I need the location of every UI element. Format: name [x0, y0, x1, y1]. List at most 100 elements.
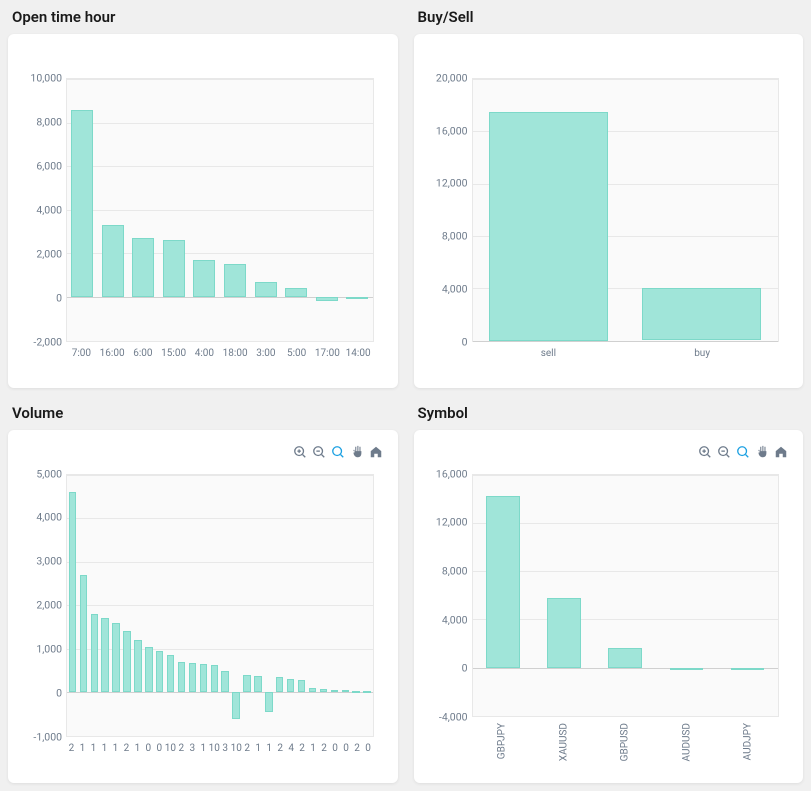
zoom-select-icon[interactable]	[330, 444, 346, 460]
bar[interactable]	[112, 623, 119, 693]
bar[interactable]	[265, 692, 272, 712]
gridline	[473, 341, 779, 342]
x-tick-label: 1	[102, 743, 108, 754]
bar[interactable]	[489, 112, 608, 341]
bar[interactable]	[486, 496, 520, 667]
bar[interactable]	[69, 492, 76, 692]
bar[interactable]	[91, 614, 98, 692]
bar[interactable]	[342, 690, 349, 692]
pan-icon[interactable]	[754, 444, 770, 460]
bar[interactable]	[316, 297, 338, 301]
x-tick-label: 0	[157, 743, 163, 754]
bar[interactable]	[80, 575, 87, 693]
y-tick-label: 20,000	[428, 72, 468, 85]
bar[interactable]	[254, 676, 261, 693]
x-tick-label: AUDJPY	[743, 723, 754, 760]
x-tick-label: sell	[541, 348, 556, 359]
plot-area	[66, 78, 374, 342]
y-tick-label: 4,000	[22, 203, 62, 216]
x-tick-label: 18:00	[223, 348, 248, 359]
bar[interactable]	[642, 288, 761, 340]
bar[interactable]	[731, 668, 765, 670]
bar[interactable]	[331, 690, 338, 693]
zoom-out-icon[interactable]	[716, 444, 732, 460]
bar[interactable]	[320, 689, 327, 692]
bar[interactable]	[352, 691, 359, 693]
x-tick-label: GBPUSD	[620, 723, 631, 761]
bar[interactable]	[200, 664, 207, 692]
gridline	[67, 123, 373, 124]
bar[interactable]	[145, 647, 152, 693]
bar[interactable]	[224, 264, 246, 297]
x-tick-label: 6:00	[133, 348, 152, 359]
bar[interactable]	[221, 671, 228, 693]
bar[interactable]	[608, 648, 642, 667]
x-tick-label: 2	[354, 743, 360, 754]
bar[interactable]	[255, 282, 277, 297]
x-tick-label: buy	[694, 348, 710, 359]
y-tick-label: 1,000	[22, 643, 62, 656]
panel-title: Symbol	[414, 404, 804, 422]
x-tick-label: 15:00	[161, 348, 186, 359]
gridline	[473, 716, 779, 717]
bar[interactable]	[178, 662, 185, 693]
y-tick-label: 8,000	[22, 115, 62, 128]
x-tick-label: 1	[80, 743, 86, 754]
y-tick-label: 10,000	[22, 72, 62, 85]
bar[interactable]	[670, 668, 704, 670]
x-tick-label: 10	[231, 743, 242, 754]
bar[interactable]	[346, 297, 368, 299]
bar[interactable]	[71, 110, 93, 297]
y-tick-label: 4,000	[22, 511, 62, 524]
chart-symbol: -4,00004,0008,00012,00016,000GBPJPYXAUUS…	[428, 474, 790, 770]
y-tick-label: 2,000	[22, 599, 62, 612]
x-tick-label: 2	[69, 743, 75, 754]
x-tick-label: 3	[189, 743, 195, 754]
bar[interactable]	[102, 225, 124, 297]
y-tick-label: 5,000	[22, 467, 62, 480]
bar[interactable]	[132, 238, 154, 297]
bar[interactable]	[101, 618, 108, 692]
y-tick-label: 3,000	[22, 555, 62, 568]
gridline	[67, 79, 373, 80]
bar[interactable]	[134, 640, 141, 692]
y-tick-label: -4,000	[428, 711, 468, 724]
zoom-select-icon[interactable]	[735, 444, 751, 460]
bar[interactable]	[285, 288, 307, 297]
bar[interactable]	[232, 692, 239, 718]
bar[interactable]	[298, 680, 305, 692]
gridline	[67, 341, 373, 342]
zoom-in-icon[interactable]	[292, 444, 308, 460]
gridline	[67, 692, 373, 693]
bar[interactable]	[156, 651, 163, 692]
bar[interactable]	[123, 631, 130, 692]
chart-card: -2,00002,0004,0006,0008,00010,0007:0016:…	[8, 34, 398, 388]
home-icon[interactable]	[773, 444, 789, 460]
bar[interactable]	[309, 688, 316, 692]
x-tick-label: 2	[277, 743, 283, 754]
x-tick-label: 2	[321, 743, 327, 754]
bar[interactable]	[243, 675, 250, 692]
bar[interactable]	[189, 663, 196, 693]
bar[interactable]	[276, 677, 283, 692]
bar[interactable]	[363, 691, 370, 693]
x-tick-label: GBPJPY	[497, 723, 508, 759]
chart-card: -1,00001,0002,0003,0004,0005,00021111210…	[8, 430, 398, 784]
zoom-out-icon[interactable]	[311, 444, 327, 460]
panel-volume: Volume -1,00001,0002,0003,0004,0005,0002…	[8, 404, 398, 784]
bar[interactable]	[167, 655, 174, 692]
plot-area	[472, 474, 780, 718]
y-tick-label: 16,000	[428, 124, 468, 137]
pan-icon[interactable]	[349, 444, 365, 460]
home-icon[interactable]	[368, 444, 384, 460]
bar[interactable]	[547, 598, 581, 668]
y-tick-label: 16,000	[428, 467, 468, 480]
bar[interactable]	[287, 679, 294, 692]
bar[interactable]	[211, 665, 218, 692]
zoom-in-icon[interactable]	[697, 444, 713, 460]
y-tick-label: -2,000	[22, 335, 62, 348]
x-tick-label: 1	[200, 743, 206, 754]
bar[interactable]	[163, 240, 185, 297]
bar[interactable]	[193, 260, 215, 297]
x-tick-label: 16:00	[100, 348, 125, 359]
